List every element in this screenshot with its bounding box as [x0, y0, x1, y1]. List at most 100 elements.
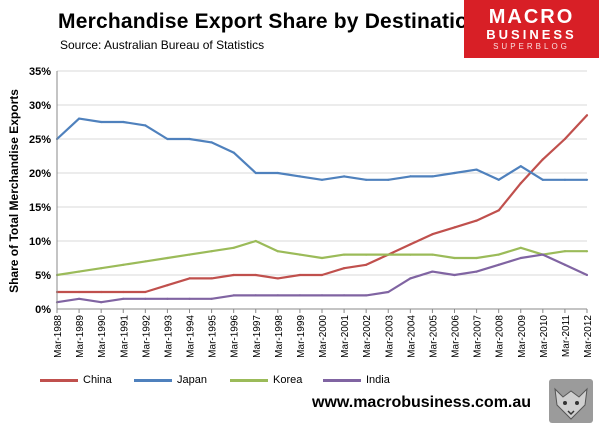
legend-swatch [40, 378, 78, 382]
data-point-korea [144, 260, 147, 263]
data-point-korea [298, 253, 302, 256]
data-point-india [387, 290, 390, 294]
data-point-india [254, 294, 257, 297]
data-point-korea [585, 250, 589, 253]
x-tick-labels: Mar-1988 Mar-1989 Mar-1990 Mar-1991 Mar-1992… [53, 315, 594, 358]
data-point-japan [100, 120, 103, 124]
data-point-china [541, 158, 544, 161]
data-point-india [320, 294, 324, 297]
data-point-china [254, 273, 257, 277]
x-tick-label: Mar-2003 [384, 315, 395, 358]
x-tick-label: Mar-2008 [495, 315, 506, 358]
data-point-korea [342, 253, 346, 256]
data-point-india [453, 273, 456, 277]
data-point-india [431, 270, 434, 273]
data-point-japan [210, 141, 213, 144]
legend-label: Japan [177, 374, 207, 386]
data-point-japan [166, 137, 169, 141]
data-point-korea [431, 253, 434, 256]
data-point-korea [563, 250, 567, 253]
x-tick-label: Mar-2002 [362, 315, 373, 358]
data-point-china [431, 233, 434, 236]
wolf-logo [549, 379, 593, 423]
data-point-korea [497, 253, 500, 256]
y-tick-label: 30% [29, 100, 51, 112]
footer-url: www.macrobusiness.com.au [312, 394, 532, 411]
data-point-japan [563, 178, 567, 181]
data-point-india [122, 297, 125, 300]
data-point-india [519, 256, 522, 260]
legend-label: China [83, 374, 112, 386]
axes [56, 71, 588, 313]
data-point-korea [387, 253, 390, 256]
legend-swatch [323, 378, 361, 382]
data-point-india [100, 301, 103, 304]
data-point-korea [519, 246, 522, 249]
data-point-korea [365, 253, 368, 256]
data-point-india [409, 277, 412, 280]
data-point-japan [276, 171, 279, 175]
data-point-india [188, 297, 191, 300]
legend-item-korea: Korea [230, 374, 302, 386]
data-point-china [77, 290, 81, 294]
data-point-india [541, 253, 544, 256]
y-axis-label: Share of Total Merchandise Exports [7, 89, 21, 293]
data-point-japan [365, 178, 368, 181]
x-tick-label: Mar-2012 [583, 315, 594, 358]
data-point-korea [475, 256, 478, 260]
x-tick-label: Mar-2000 [318, 315, 329, 358]
y-tick-label: 5% [35, 270, 51, 282]
data-point-japan [475, 168, 478, 171]
logo-line-2: BUSINESS [486, 27, 577, 42]
data-point-china [122, 290, 125, 294]
data-point-india [342, 294, 346, 297]
data-point-china [453, 226, 456, 229]
grid-lines [57, 70, 587, 276]
data-point-india [210, 297, 213, 300]
x-tick-label: Mar-2001 [340, 315, 351, 358]
data-point-india [497, 263, 500, 266]
data-point-korea [276, 250, 279, 253]
y-tick-labels: 0% 5% 10% 15% 20% 25% 30% 35% [29, 66, 51, 316]
data-point-india [144, 297, 147, 300]
data-point-india [585, 273, 589, 277]
chart-title: Merchandise Export Share by Destination [58, 10, 482, 33]
data-point-japan [453, 171, 456, 175]
x-tick-label: Mar-1996 [230, 315, 241, 358]
data-point-china [210, 277, 213, 280]
x-tick-label: Mar-1997 [252, 315, 263, 358]
x-tick-label: Mar-2009 [517, 315, 528, 358]
data-point-japan [497, 178, 500, 181]
chart-subtitle: Source: Australian Bureau of Statistics [60, 38, 265, 52]
data-point-korea [254, 239, 257, 243]
logo-line-3: SUPERBLOG [493, 42, 570, 51]
data-point-india [232, 294, 235, 297]
y-tick-label: 25% [29, 134, 51, 146]
legend-swatch [230, 378, 268, 382]
data-point-china [188, 277, 191, 280]
logo-line-1: MACRO [488, 6, 575, 28]
x-tick-label: Mar-1993 [163, 315, 174, 358]
y-tick-label: 15% [29, 202, 51, 214]
data-point-korea [453, 256, 456, 260]
data-point-japan [409, 175, 412, 178]
data-point-china [232, 273, 235, 277]
x-tick-label: Mar-2011 [561, 315, 572, 357]
data-point-japan [431, 175, 434, 178]
data-point-china [365, 263, 368, 266]
data-point-japan [585, 178, 589, 181]
x-tick-label: Mar-2010 [539, 315, 550, 358]
x-tick-label: Mar-1998 [274, 315, 285, 358]
data-point-korea [232, 246, 235, 249]
data-point-china [519, 182, 522, 185]
data-point-china [563, 137, 567, 141]
data-point-japan [188, 137, 191, 141]
data-point-china [497, 209, 500, 212]
legend-item-japan: Japan [134, 374, 207, 386]
data-point-korea [100, 267, 103, 270]
data-point-japan [342, 175, 346, 178]
x-tick-label: Mar-2007 [473, 315, 484, 358]
data-point-korea [320, 256, 324, 260]
data-point-korea [210, 250, 213, 253]
data-point-japan [144, 124, 147, 127]
